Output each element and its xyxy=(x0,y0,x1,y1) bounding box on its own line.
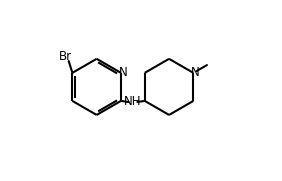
Text: NH: NH xyxy=(124,96,142,108)
Text: Br: Br xyxy=(59,50,72,63)
Text: N: N xyxy=(191,66,200,79)
Text: N: N xyxy=(119,66,127,79)
